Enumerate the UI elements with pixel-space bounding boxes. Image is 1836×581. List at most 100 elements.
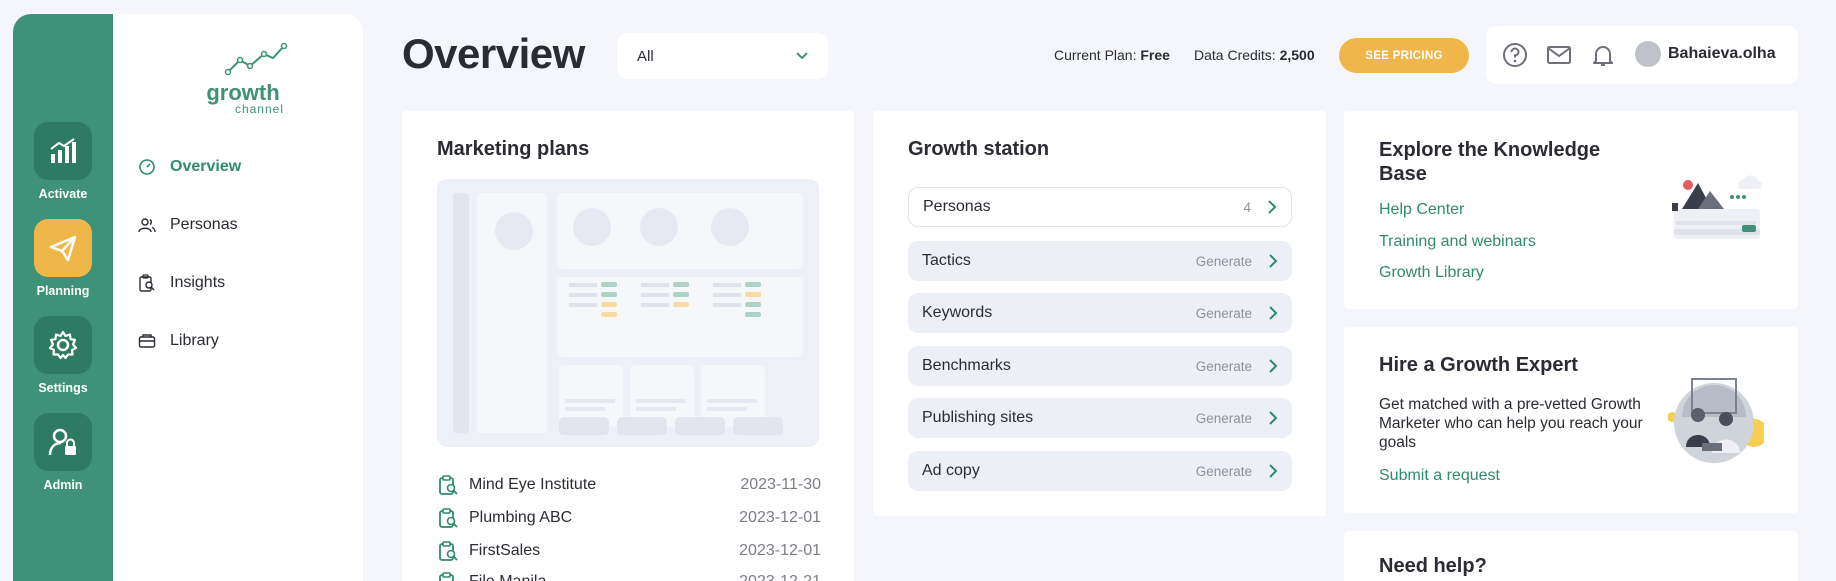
chevron-down-icon xyxy=(796,52,808,60)
gear-icon xyxy=(34,316,92,374)
logo-subtitle: channel xyxy=(234,102,284,116)
rail-label: Settings xyxy=(38,381,88,395)
sidebar-item-label: Personas xyxy=(170,216,238,233)
username: Bahaieva.olha xyxy=(1668,45,1776,62)
rail-item-planning[interactable]: Planning xyxy=(33,219,93,298)
training-webinars-link[interactable]: Training and webinars xyxy=(1379,233,1536,250)
filter-value: All xyxy=(637,47,654,65)
sidebar-item-label: Library xyxy=(170,332,219,349)
filter-select[interactable]: All xyxy=(617,33,828,79)
chevron-right-icon xyxy=(1268,200,1277,214)
plan-date: 2023-11-30 xyxy=(740,476,821,493)
plan-name: File Manila xyxy=(469,573,739,581)
user-menu[interactable]: Bahaieva.olha xyxy=(1635,41,1776,67)
marketing-plans-title: Marketing plans xyxy=(437,138,590,160)
rail-label: Admin xyxy=(43,478,83,492)
folder-icon xyxy=(138,334,156,348)
credits-label: Data Credits: xyxy=(1194,47,1276,63)
knowledge-base-card: Explore the Knowledge Base Help Center T… xyxy=(1344,111,1798,309)
need-help-card: Need help? xyxy=(1344,531,1798,581)
bell-icon[interactable] xyxy=(1590,42,1616,68)
credits-value: 2,500 xyxy=(1279,47,1315,63)
row-label: Ad copy xyxy=(922,462,980,479)
growth-station-row-benchmarks[interactable]: Benchmarks Generate xyxy=(908,346,1292,386)
paper-plane-icon xyxy=(34,219,92,277)
plan-date: 2023-12-01 xyxy=(739,542,821,559)
rail-label: Planning xyxy=(36,284,90,298)
growth-station-row-keywords[interactable]: Keywords Generate xyxy=(908,293,1292,333)
sidebar-item-label: Insights xyxy=(170,274,226,291)
row-label: Keywords xyxy=(922,304,993,321)
growth-channel-logo[interactable]: growth channel xyxy=(198,42,288,116)
sidebar-item-overview[interactable]: Overview xyxy=(138,158,241,176)
rail-item-admin[interactable]: Admin xyxy=(33,413,93,492)
page-title: Overview xyxy=(402,30,585,77)
rail-item-settings[interactable]: Settings xyxy=(33,316,93,395)
sidebar-item-library[interactable]: Library xyxy=(138,332,219,350)
plan-name: FirstSales xyxy=(469,542,541,559)
logo-title: growth xyxy=(206,80,280,105)
plan-date: 2023-12-01 xyxy=(739,509,821,526)
clipboard-search-icon xyxy=(439,541,458,561)
row-label: Tactics xyxy=(922,252,971,269)
sidebar-item-personas[interactable]: Personas xyxy=(138,216,238,234)
chevron-right-icon xyxy=(1269,254,1278,268)
sidebar-item-label: Overview xyxy=(170,158,242,175)
row-action: Generate xyxy=(1195,463,1252,479)
gauge-icon xyxy=(139,159,155,175)
clipboard-search-icon xyxy=(439,508,458,528)
clipboard-search-icon xyxy=(439,475,458,495)
clipboard-search-icon xyxy=(439,572,454,581)
growth-library-link[interactable]: Growth Library xyxy=(1379,264,1484,281)
plan-row[interactable]: File Manila 2023-12-21 xyxy=(437,571,821,581)
row-action: Generate xyxy=(1195,410,1252,426)
submit-request-link[interactable]: Submit a request xyxy=(1379,467,1500,484)
chevron-right-icon xyxy=(1269,464,1278,478)
chart-bars-icon xyxy=(34,122,92,180)
plan-name: Mind Eye Institute xyxy=(469,476,597,493)
row-action: Generate xyxy=(1195,358,1252,374)
help-icon[interactable] xyxy=(1502,42,1528,68)
rail-item-activate[interactable]: Activate xyxy=(33,122,93,201)
need-help-title: Need help? xyxy=(1379,555,1487,577)
plan-name: Plumbing ABC xyxy=(469,509,573,526)
plan-row[interactable]: Plumbing ABC 2023-12-01 xyxy=(437,507,821,529)
growth-station-row-tactics[interactable]: Tactics Generate xyxy=(908,241,1292,281)
knowledge-illustration xyxy=(1672,175,1763,239)
row-count: 4 xyxy=(1243,199,1251,215)
knowledge-base-title: Explore the Knowledge Base xyxy=(1379,139,1601,185)
help-center-link[interactable]: Help Center xyxy=(1379,201,1465,218)
plan-row[interactable]: Mind Eye Institute 2023-11-30 xyxy=(437,474,821,496)
growth-station-row-ad-copy[interactable]: Ad copy Generate xyxy=(908,451,1292,491)
plan-date: 2023-12-21 xyxy=(739,573,821,581)
marketing-plans-card: Marketing plans Mind Eye Institute 2023-… xyxy=(402,111,854,581)
hire-expert-title: Hire a Growth Expert xyxy=(1379,354,1578,376)
plan-value: Free xyxy=(1140,47,1170,63)
hire-expert-card: Hire a Growth Expert Get matched with a … xyxy=(1344,327,1798,513)
secondary-sidebar: growth channel Overview Personas Insight… xyxy=(113,14,363,581)
clipboard-search-icon xyxy=(139,274,155,292)
current-plan: Current Plan: Free xyxy=(1054,47,1170,63)
experts-photo xyxy=(1668,378,1764,463)
row-label: Personas xyxy=(923,198,991,215)
trend-line-icon xyxy=(224,42,288,76)
plan-row[interactable]: FirstSales 2023-12-01 xyxy=(437,540,821,562)
row-label: Publishing sites xyxy=(922,409,1034,426)
chevron-right-icon xyxy=(1269,411,1278,425)
primary-rail: Activate Planning Settings Admin xyxy=(13,14,113,581)
sidebar-item-insights[interactable]: Insights xyxy=(138,274,225,292)
plans-preview-image xyxy=(437,179,819,447)
row-label: Benchmarks xyxy=(922,357,1011,374)
mail-icon[interactable] xyxy=(1546,42,1572,68)
user-lock-icon xyxy=(34,413,92,471)
top-bar: Bahaieva.olha xyxy=(1486,26,1798,84)
hire-expert-description: Get matched with a pre-vetted Growth Mar… xyxy=(1379,396,1643,451)
chevron-right-icon xyxy=(1269,306,1278,320)
row-action: Generate xyxy=(1195,305,1252,321)
users-icon xyxy=(138,218,156,233)
growth-station-card: Growth station Personas 4 Tactics Genera… xyxy=(873,111,1326,516)
growth-station-row-publishing-sites[interactable]: Publishing sites Generate xyxy=(908,398,1292,438)
row-action: Generate xyxy=(1195,253,1252,269)
growth-station-row-personas[interactable]: Personas 4 xyxy=(908,187,1292,227)
see-pricing-button[interactable]: SEE PRICING xyxy=(1339,38,1469,73)
